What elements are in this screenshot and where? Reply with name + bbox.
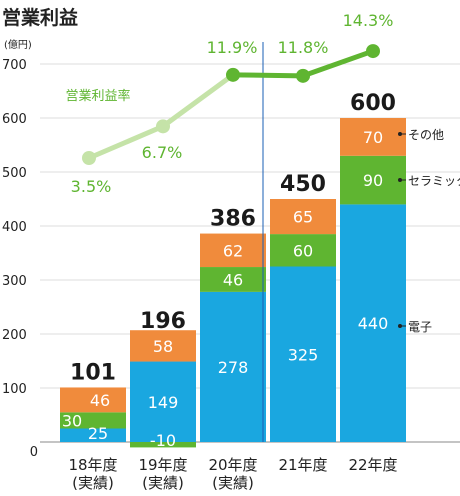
stacked-bars: 25 30 46 101 149 -10 58 196 278 46 62 386 325 60 65 450…	[60, 91, 406, 450]
bar-segment	[130, 330, 196, 362]
x-category-label: (実績)	[142, 474, 184, 492]
bar-segment	[60, 428, 126, 442]
y-tick-label: 400	[2, 220, 27, 235]
bar-value-label: 149	[148, 393, 179, 412]
bar-segment	[200, 291, 266, 442]
margin-point	[366, 44, 380, 59]
x-category-label: 21年度	[278, 456, 327, 474]
segment-legend: その他セラミック電子	[398, 128, 460, 334]
margin-point	[226, 67, 240, 82]
y-tick-label: 100	[2, 382, 27, 397]
margin-point	[156, 119, 170, 134]
bar-segment	[340, 155, 406, 205]
margin-value-label: 6.7%	[142, 143, 183, 162]
bar-segment	[200, 267, 266, 292]
bar-segment	[270, 266, 336, 442]
x-category-label: 20年度	[208, 456, 257, 474]
x-axis-labels: 18年度(実績)19年度(実績)20年度(実績)21年度 22年度	[68, 456, 397, 492]
margin-value-label: 11.9%	[207, 38, 258, 57]
bar-value-label: 70	[363, 128, 383, 147]
x-category-label: (実績)	[212, 474, 254, 492]
bar-value-label: 440	[358, 314, 389, 333]
margin-point	[296, 68, 310, 83]
y-axis-unit-label: (億円)	[4, 38, 32, 51]
bar-value-label: 65	[293, 208, 313, 227]
bar-value-label: 58	[153, 337, 173, 356]
margin-point	[82, 151, 96, 165]
y-tick-label: 0	[30, 445, 38, 460]
y-tick-label: 200	[2, 328, 27, 343]
bar-segment	[340, 204, 406, 442]
x-category-label: 19年度	[138, 456, 187, 474]
bar-total-label: 450	[280, 172, 326, 197]
bar-segment	[340, 118, 406, 156]
chart-title: 営業利益	[2, 6, 78, 29]
bar-value-label: 90	[363, 171, 383, 190]
bar-segment	[270, 199, 336, 235]
x-category-label: (実績)	[72, 474, 114, 492]
legend-label: その他	[408, 128, 444, 142]
bar-value-label: 25	[88, 424, 108, 443]
y-tick-label: 700	[2, 58, 27, 73]
bar-total-label: 600	[350, 91, 396, 116]
y-tick-label: 600	[2, 112, 27, 127]
bar-value-label: -10	[150, 431, 176, 450]
y-tick-label: 500	[2, 166, 27, 181]
bar-segment	[60, 412, 126, 429]
bar-value-label: 30	[62, 411, 82, 430]
bar-segment	[200, 233, 266, 268]
x-category-label: 22年度	[348, 456, 397, 474]
legend-label: 電子	[408, 320, 432, 334]
margin-rate-line: 3.5% 6.7% 11.9% 11.8% 14.3% 営業利益率	[65, 11, 393, 196]
bar-value-label: 46	[90, 391, 110, 410]
bar-segment	[270, 234, 336, 267]
y-tick-label: 300	[2, 274, 27, 289]
margin-series-name: 営業利益率	[65, 88, 130, 104]
bar-segment	[130, 361, 196, 442]
margin-value-label: 11.8%	[278, 38, 329, 57]
legend-label: セラミック	[408, 174, 460, 188]
margin-value-label: 14.3%	[343, 11, 394, 30]
bar-total-label: 196	[140, 309, 186, 334]
bar-segment	[60, 387, 126, 413]
margin-value-label: 3.5%	[71, 177, 112, 196]
bar-value-label: 60	[293, 241, 313, 260]
y-axis-ticks: 0 100 200 300 400 500 600 700	[2, 58, 38, 460]
bar-value-label: 325	[288, 345, 319, 364]
x-category-label: 18年度	[68, 456, 117, 474]
bar-value-label: 46	[223, 270, 243, 289]
bar-value-label: 62	[223, 241, 243, 260]
bar-segment	[130, 442, 196, 448]
bar-total-label: 101	[70, 360, 116, 385]
bar-total-label: 386	[210, 207, 256, 232]
bar-value-label: 278	[218, 358, 249, 377]
